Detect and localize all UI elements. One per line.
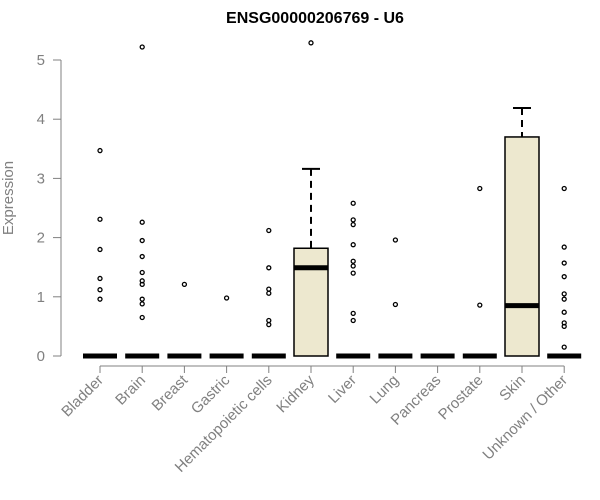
outlier-point (139, 296, 145, 302)
outlier-point (350, 200, 356, 206)
x-tick-label: Bladder (58, 372, 107, 421)
outlier-point (350, 317, 356, 324)
x-tick-label: Kidney (273, 371, 318, 416)
outlier-point (139, 44, 145, 50)
y-tick-label: 2 (37, 230, 45, 247)
y-tick-label: 4 (37, 111, 45, 128)
outlier-point (266, 227, 272, 234)
y-axis-label: Expression (0, 161, 17, 235)
box-bladder (83, 147, 117, 359)
x-tick-label: Brain (112, 372, 149, 409)
box-skin (504, 106, 540, 357)
y-tick-label: 5 (37, 52, 45, 69)
outlier-point (561, 296, 567, 302)
box-breast (167, 281, 202, 359)
outlier-point (350, 310, 356, 317)
box-unknown-other (547, 185, 582, 359)
outlier-point (139, 301, 145, 307)
outlier-point (266, 286, 272, 292)
outlier-point (308, 40, 314, 46)
box-gastric (209, 295, 244, 359)
box-liver (336, 200, 371, 359)
outlier-point (139, 237, 145, 244)
outlier-point (139, 281, 145, 288)
box-kidney (293, 40, 329, 357)
box-lung (378, 237, 413, 359)
outlier-point (392, 237, 399, 243)
chart-title: ENSG00000206769 - U6 (226, 10, 404, 27)
x-tick-label: Liver (325, 372, 360, 407)
outlier-point (392, 301, 399, 308)
outlier-point (477, 302, 483, 308)
box-group (83, 40, 582, 359)
outlier-point (561, 344, 567, 350)
outlier-point (97, 296, 103, 302)
outlier-point (561, 244, 567, 250)
outlier-point (561, 185, 567, 192)
outlier-point (561, 260, 567, 266)
outlier-point (97, 287, 103, 293)
outlier-point (266, 265, 272, 271)
outlier-point (97, 275, 103, 282)
outlier-point (139, 269, 145, 276)
outlier-point (223, 295, 230, 301)
outlier-point (350, 270, 356, 276)
box-prostate (462, 185, 497, 359)
outlier-point (350, 242, 356, 248)
outlier-point (97, 246, 103, 253)
outlier-point (561, 291, 567, 297)
outlier-point (139, 253, 145, 260)
y-tick-label: 0 (37, 348, 45, 365)
y-tick-label: 1 (37, 289, 45, 306)
outlier-point (139, 314, 145, 321)
x-tick-label: Breast (149, 371, 192, 414)
outlier-point (266, 290, 272, 296)
x-tick-label: Skin (496, 372, 529, 405)
outlier-point (97, 216, 103, 222)
outlier-point (561, 274, 567, 280)
outlier-point (350, 221, 356, 228)
outlier-point (350, 263, 356, 269)
y-axis: 0 1 2 3 4 5 (37, 52, 62, 365)
box-hematopoietic-cells (251, 227, 286, 359)
x-tick-label: Prostate (435, 372, 487, 424)
outlier-point (350, 217, 356, 223)
outlier-point (350, 258, 356, 264)
outlier-point (266, 321, 272, 328)
y-tick-label: 3 (37, 170, 45, 187)
box-rect (293, 247, 329, 357)
outlier-point (139, 219, 145, 225)
box-brain (125, 44, 160, 359)
outlier-point (561, 309, 567, 315)
x-tick-label: Lung (367, 372, 403, 408)
box-rect (504, 136, 540, 357)
outlier-point (181, 281, 188, 288)
outlier-point (561, 323, 567, 330)
outlier-point (477, 185, 483, 192)
outlier-point (97, 147, 103, 154)
outlier-point (266, 317, 272, 324)
